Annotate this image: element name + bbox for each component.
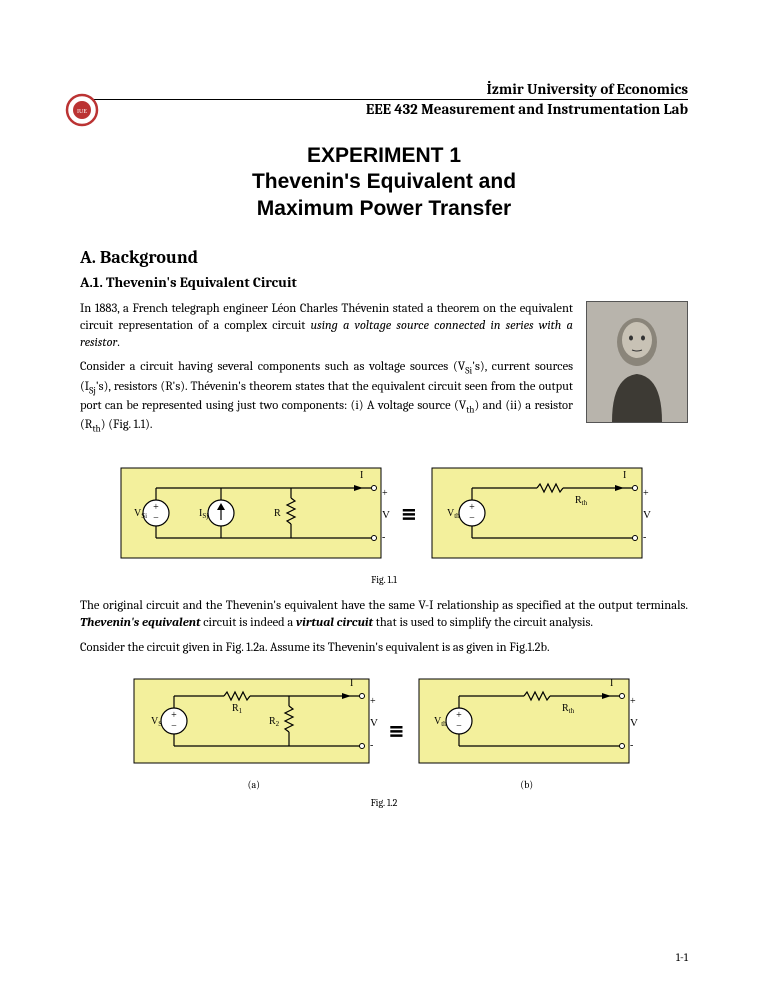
svg-text:-: - <box>643 532 646 543</box>
svg-text:+: + <box>630 696 636 707</box>
svg-text:+: + <box>171 710 177 721</box>
svg-text:I: I <box>360 470 363 481</box>
fig12b-container: + − Vth Rth I + V - (b) <box>414 671 639 791</box>
svg-text:−: − <box>456 721 462 732</box>
thevenin-portrait <box>586 301 688 423</box>
svg-text:V: V <box>370 717 378 729</box>
fig12-left-circuit: + − VS R1 R2 I <box>129 671 379 771</box>
equivalence-symbol: ≡ <box>401 506 416 520</box>
figure-1-2: + − VS R1 R2 I <box>80 671 688 791</box>
svg-text:I: I <box>623 470 626 481</box>
svg-text:V: V <box>382 509 390 521</box>
document-title: EXPERIMENT 1 Thevenin's Equivalent and M… <box>80 143 688 222</box>
equivalence-symbol-2: ≡ <box>389 723 404 737</box>
svg-text:I: I <box>350 678 353 689</box>
svg-text:+: + <box>469 502 475 513</box>
svg-text:-: - <box>382 532 385 543</box>
figure-1-1: + − VSi ISj R I + V - ≡ <box>80 458 688 568</box>
title-line1: EXPERIMENT 1 <box>307 144 461 167</box>
paragraph-4: Consider the circuit given in Fig. 1.2a.… <box>80 640 688 657</box>
svg-text:IUE: IUE <box>77 109 87 115</box>
svg-text:+: + <box>382 488 388 499</box>
header-course: EEE 432 Measurement and Instrumentation … <box>80 100 688 118</box>
svg-text:-: - <box>630 740 633 751</box>
intro-block: In 1883, a French telegraph engineer Léo… <box>80 301 688 444</box>
header-university: İzmir University of Economics <box>80 80 688 100</box>
svg-text:+: + <box>370 696 376 707</box>
fig12a-label: (a) <box>129 779 379 791</box>
fig12-right-circuit: + − Vth Rth I + V - <box>414 671 639 771</box>
svg-text:V: V <box>643 509 651 521</box>
title-line2: Thevenin's Equivalent and <box>252 170 516 193</box>
fig-1-1-caption: Fig. 1.1 <box>80 574 688 586</box>
svg-text:V: V <box>630 717 638 729</box>
paragraph-1: In 1883, a French telegraph engineer Léo… <box>80 301 573 352</box>
svg-text:+: + <box>643 488 649 499</box>
page-header: İzmir University of Economics EEE 432 Me… <box>80 80 688 118</box>
paragraph-3: The original circuit and the Thevenin's … <box>80 598 688 632</box>
subsection-a1-heading: A.1. Thevenin's Equivalent Circuit <box>80 274 688 291</box>
svg-text:−: − <box>469 513 475 524</box>
svg-text:-: - <box>370 740 373 751</box>
fig11-left-circuit: + − VSi ISj R I + V - <box>116 458 391 568</box>
fig-1-2-caption: Fig. 1.2 <box>80 797 688 809</box>
university-logo: IUE <box>65 93 99 127</box>
fig12a-container: + − VS R1 R2 I <box>129 671 379 791</box>
svg-text:+: + <box>456 710 462 721</box>
fig12b-label: (b) <box>414 779 639 791</box>
svg-text:R: R <box>274 508 281 519</box>
svg-text:−: − <box>153 513 159 524</box>
title-line3: Maximum Power Transfer <box>257 197 511 220</box>
fig11-right-circuit: + − Vth Rth I + V - <box>427 458 652 568</box>
page-number: 1-1 <box>676 951 688 964</box>
paragraph-2: Consider a circuit having several compon… <box>80 359 573 436</box>
section-a-heading: A. Background <box>80 247 688 268</box>
svg-text:I: I <box>610 678 613 689</box>
svg-text:−: − <box>171 721 177 732</box>
svg-text:+: + <box>153 502 159 513</box>
page: IUE İzmir University of Economics EEE 43… <box>0 0 768 994</box>
